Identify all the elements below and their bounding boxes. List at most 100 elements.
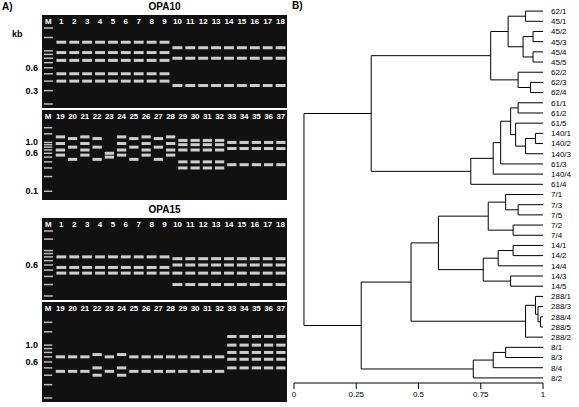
svg-text:14: 14 bbox=[225, 220, 234, 229]
svg-text:288/3: 288/3 bbox=[551, 302, 571, 311]
svg-text:22: 22 bbox=[93, 112, 102, 121]
svg-text:31: 31 bbox=[203, 112, 212, 121]
svg-text:2: 2 bbox=[72, 17, 77, 26]
svg-text:10: 10 bbox=[173, 220, 182, 229]
svg-text:28: 28 bbox=[166, 112, 175, 121]
svg-text:140/4: 140/4 bbox=[551, 170, 571, 179]
svg-text:16: 16 bbox=[250, 17, 259, 26]
svg-text:140/1: 140/1 bbox=[551, 129, 571, 138]
svg-text:13: 13 bbox=[212, 17, 221, 26]
svg-text:28: 28 bbox=[166, 304, 175, 313]
svg-text:21: 21 bbox=[80, 304, 89, 313]
svg-text:45/2: 45/2 bbox=[551, 27, 567, 36]
svg-text:62/3: 62/3 bbox=[551, 78, 567, 87]
svg-text:45/4: 45/4 bbox=[551, 48, 567, 57]
svg-text:4: 4 bbox=[98, 220, 103, 229]
svg-text:7/4: 7/4 bbox=[551, 231, 563, 240]
svg-text:0.6: 0.6 bbox=[25, 260, 38, 270]
svg-text:12: 12 bbox=[199, 17, 208, 26]
svg-text:14/3: 14/3 bbox=[551, 272, 567, 281]
svg-text:30: 30 bbox=[191, 304, 200, 313]
svg-text:4: 4 bbox=[98, 17, 103, 26]
svg-text:35: 35 bbox=[252, 112, 261, 121]
svg-text:11: 11 bbox=[186, 220, 195, 229]
svg-text:15: 15 bbox=[237, 220, 246, 229]
svg-text:61/3: 61/3 bbox=[551, 160, 567, 169]
svg-text:12: 12 bbox=[199, 220, 208, 229]
svg-text:8/2: 8/2 bbox=[551, 374, 563, 383]
svg-text:OPA10: OPA10 bbox=[148, 1, 180, 12]
svg-text:20: 20 bbox=[68, 112, 77, 121]
svg-text:31: 31 bbox=[203, 304, 212, 313]
svg-text:36: 36 bbox=[264, 304, 273, 313]
svg-text:24: 24 bbox=[117, 304, 126, 313]
svg-text:8/1: 8/1 bbox=[551, 343, 563, 352]
svg-text:26: 26 bbox=[142, 112, 151, 121]
svg-text:140/2: 140/2 bbox=[551, 139, 571, 148]
svg-text:288/5: 288/5 bbox=[551, 323, 571, 332]
svg-text:A): A) bbox=[8, 1, 13, 12]
svg-text:8/4: 8/4 bbox=[551, 364, 563, 373]
svg-text:7/2: 7/2 bbox=[551, 221, 563, 230]
svg-text:6: 6 bbox=[124, 220, 129, 229]
svg-text:25: 25 bbox=[129, 112, 138, 121]
svg-text:23: 23 bbox=[105, 304, 114, 313]
svg-text:61/1: 61/1 bbox=[551, 99, 567, 108]
svg-text:24: 24 bbox=[117, 112, 126, 121]
svg-text:33: 33 bbox=[227, 112, 236, 121]
svg-text:7: 7 bbox=[136, 220, 141, 229]
svg-text:0.3: 0.3 bbox=[25, 86, 38, 96]
svg-text:14/4: 14/4 bbox=[551, 262, 567, 271]
svg-text:1: 1 bbox=[541, 390, 546, 399]
svg-text:0.25: 0.25 bbox=[348, 390, 364, 399]
svg-text:8/3: 8/3 bbox=[551, 353, 563, 362]
svg-text:0: 0 bbox=[292, 390, 297, 399]
svg-text:0.6: 0.6 bbox=[25, 148, 38, 158]
svg-text:30: 30 bbox=[191, 112, 200, 121]
svg-text:288/2: 288/2 bbox=[551, 333, 571, 342]
svg-text:kb: kb bbox=[12, 29, 23, 39]
svg-text:14: 14 bbox=[225, 17, 234, 26]
svg-text:21: 21 bbox=[80, 112, 89, 121]
svg-text:3: 3 bbox=[85, 220, 90, 229]
svg-text:22: 22 bbox=[93, 304, 102, 313]
svg-text:17: 17 bbox=[263, 220, 272, 229]
svg-text:5: 5 bbox=[111, 220, 116, 229]
svg-text:2: 2 bbox=[72, 220, 77, 229]
svg-text:18: 18 bbox=[276, 220, 285, 229]
svg-text:25: 25 bbox=[129, 304, 138, 313]
svg-text:17: 17 bbox=[263, 17, 272, 26]
svg-text:27: 27 bbox=[154, 304, 163, 313]
svg-text:0.6: 0.6 bbox=[25, 63, 38, 73]
svg-text:62/2: 62/2 bbox=[551, 68, 567, 77]
svg-text:14/1: 14/1 bbox=[551, 241, 567, 250]
svg-text:18: 18 bbox=[276, 17, 285, 26]
svg-text:34: 34 bbox=[240, 304, 249, 313]
svg-text:14/5: 14/5 bbox=[551, 282, 567, 291]
svg-text:M: M bbox=[45, 220, 52, 229]
svg-text:62/1: 62/1 bbox=[551, 7, 567, 16]
svg-text:7/5: 7/5 bbox=[551, 211, 563, 220]
svg-text:37: 37 bbox=[276, 112, 285, 121]
svg-text:19: 19 bbox=[56, 304, 65, 313]
svg-text:M: M bbox=[45, 17, 52, 26]
svg-text:M: M bbox=[45, 304, 52, 313]
svg-text:37: 37 bbox=[276, 304, 285, 313]
svg-text:16: 16 bbox=[250, 220, 259, 229]
svg-text:8: 8 bbox=[149, 220, 154, 229]
svg-text:0.1: 0.1 bbox=[25, 186, 38, 196]
svg-text:5: 5 bbox=[111, 17, 116, 26]
svg-text:29: 29 bbox=[178, 304, 187, 313]
svg-text:0.6: 0.6 bbox=[25, 357, 38, 367]
svg-text:36: 36 bbox=[264, 112, 273, 121]
svg-text:6: 6 bbox=[124, 17, 129, 26]
svg-text:10: 10 bbox=[173, 17, 182, 26]
svg-text:26: 26 bbox=[142, 304, 151, 313]
svg-text:7/3: 7/3 bbox=[551, 201, 563, 210]
svg-text:14/2: 14/2 bbox=[551, 251, 567, 260]
svg-text:288/1: 288/1 bbox=[551, 292, 571, 301]
svg-text:61/2: 61/2 bbox=[551, 109, 567, 118]
svg-text:0.75: 0.75 bbox=[473, 390, 489, 399]
svg-text:1.0: 1.0 bbox=[25, 137, 38, 147]
svg-text:7: 7 bbox=[136, 17, 141, 26]
